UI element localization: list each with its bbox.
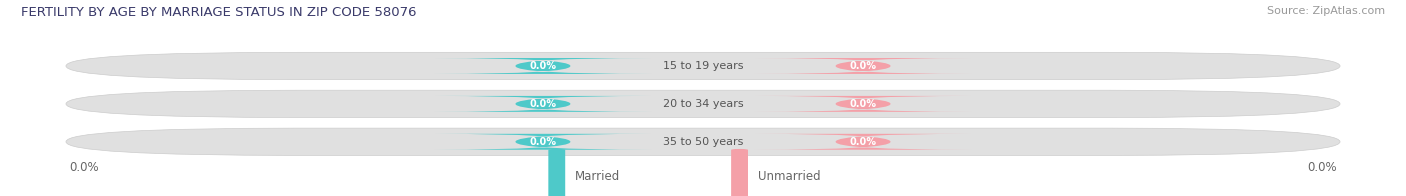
Text: 0.0%: 0.0% [849, 137, 876, 147]
FancyBboxPatch shape [434, 96, 651, 112]
Text: Unmarried: Unmarried [758, 170, 821, 183]
Text: 0.0%: 0.0% [530, 99, 557, 109]
Text: 15 to 19 years: 15 to 19 years [662, 61, 744, 71]
Text: Married: Married [575, 170, 620, 183]
Text: 35 to 50 years: 35 to 50 years [662, 137, 744, 147]
FancyBboxPatch shape [66, 90, 1340, 118]
Text: 0.0%: 0.0% [1308, 161, 1337, 174]
FancyBboxPatch shape [755, 96, 972, 112]
FancyBboxPatch shape [434, 134, 651, 150]
FancyBboxPatch shape [66, 52, 1340, 80]
FancyBboxPatch shape [434, 58, 651, 74]
Text: 0.0%: 0.0% [530, 137, 557, 147]
Text: 20 to 34 years: 20 to 34 years [662, 99, 744, 109]
Text: 0.0%: 0.0% [849, 61, 876, 71]
Text: 0.0%: 0.0% [849, 99, 876, 109]
Text: Source: ZipAtlas.com: Source: ZipAtlas.com [1267, 6, 1385, 16]
Text: FERTILITY BY AGE BY MARRIAGE STATUS IN ZIP CODE 58076: FERTILITY BY AGE BY MARRIAGE STATUS IN Z… [21, 6, 416, 19]
FancyBboxPatch shape [755, 58, 972, 74]
Text: 0.0%: 0.0% [69, 161, 98, 174]
FancyBboxPatch shape [755, 134, 972, 150]
FancyBboxPatch shape [66, 128, 1340, 155]
Text: 0.0%: 0.0% [530, 61, 557, 71]
